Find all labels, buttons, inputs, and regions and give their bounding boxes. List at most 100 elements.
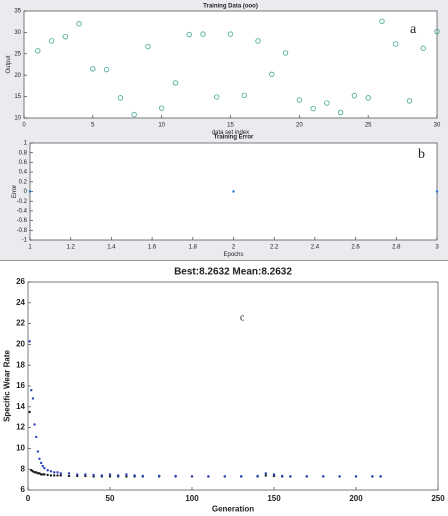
x-tick-label: 2.6 (351, 245, 360, 251)
x-tick-label: 250 (431, 494, 445, 503)
x-tick-label: 0 (26, 494, 31, 503)
x-tick-label: 100 (185, 494, 199, 503)
x-tick-label: 30 (434, 123, 441, 129)
annotation: c (240, 312, 245, 323)
point (62, 33, 69, 40)
y-tick-label: -0.4 (17, 208, 28, 214)
point (324, 100, 330, 106)
point (351, 93, 358, 99)
point (172, 80, 179, 86)
point (322, 475, 325, 478)
point (48, 38, 55, 44)
x-tick-label: 1.6 (148, 245, 157, 251)
point (282, 50, 289, 56)
chart-title: Training Error (214, 135, 254, 141)
y-tick-label: -0.8 (17, 228, 28, 234)
point (67, 472, 71, 475)
point (33, 471, 36, 474)
point (46, 469, 49, 472)
plot-area (23, 10, 438, 119)
point (84, 473, 87, 476)
point (46, 473, 49, 477)
point (264, 472, 267, 475)
y-tick-label: 15 (14, 94, 21, 100)
point (36, 450, 40, 453)
x-tick-label: 2.4 (311, 245, 320, 251)
point (141, 474, 144, 478)
point (125, 473, 128, 476)
point (108, 475, 112, 478)
y-tick-label: 10 (16, 444, 25, 453)
point (379, 475, 382, 478)
point (35, 435, 38, 439)
point (371, 475, 374, 478)
point (59, 474, 62, 477)
x-tick-label: 50 (106, 494, 115, 503)
point (174, 474, 177, 478)
x-axis-label: Epochs (223, 252, 243, 258)
point (296, 97, 303, 103)
point (190, 475, 194, 478)
x-tick-label: 0 (22, 123, 26, 129)
y-tick-label: 0.4 (19, 170, 28, 176)
point (241, 92, 247, 99)
y-tick-label: 0 (24, 189, 28, 195)
point (232, 190, 235, 193)
point (145, 43, 151, 50)
x-tick-label: 2.2 (270, 245, 279, 251)
point (256, 474, 259, 478)
point (117, 474, 120, 477)
y-axis-label: Error (12, 185, 18, 198)
point (338, 475, 341, 478)
y-tick-label: 24 (16, 298, 25, 307)
x-tick-label: 2 (232, 245, 236, 251)
point (158, 474, 161, 478)
y-tick-label: 0.6 (19, 160, 28, 166)
point (117, 95, 124, 101)
y-tick-label: 12 (16, 423, 25, 432)
point (39, 473, 43, 476)
point (354, 475, 358, 478)
point (76, 21, 82, 27)
chart-title: Best:8.2632 Mean:8.2632 (174, 267, 292, 278)
point (240, 475, 243, 478)
point (49, 474, 53, 477)
annotation: a (410, 22, 417, 37)
x-tick-label: 1.2 (67, 245, 76, 251)
y-tick-label: 25 (14, 51, 21, 57)
y-tick-label: 10 (14, 116, 21, 122)
point (227, 31, 234, 37)
y-tick-label: -0.2 (17, 199, 28, 205)
y-tick-label: 8 (21, 464, 26, 473)
point (39, 461, 43, 465)
point (103, 66, 110, 73)
y-tick-label: 30 (14, 30, 21, 36)
y-tick-label: 20 (16, 340, 25, 349)
x-axis-label: data set index (212, 130, 249, 136)
point (30, 388, 33, 392)
point (33, 423, 36, 426)
point (133, 474, 136, 477)
y-tick-label: 16 (16, 381, 25, 390)
point (393, 41, 399, 47)
point (67, 474, 71, 478)
point (49, 470, 53, 473)
y-tick-label: 0.2 (19, 179, 28, 185)
y-tick-label: 14 (16, 402, 25, 411)
point (53, 471, 56, 474)
annotation: b (418, 147, 425, 162)
point (158, 105, 165, 111)
point (207, 475, 210, 478)
x-tick-label: 1.4 (107, 245, 116, 251)
point (420, 45, 426, 51)
point (406, 98, 413, 104)
y-tick-label: 35 (14, 9, 21, 15)
chart-title: Training Data (ooo) (203, 4, 258, 10)
point (379, 18, 385, 24)
point (125, 475, 128, 478)
point (28, 410, 31, 414)
point (41, 473, 44, 476)
point (337, 109, 344, 116)
point (38, 457, 41, 460)
point (281, 474, 284, 478)
